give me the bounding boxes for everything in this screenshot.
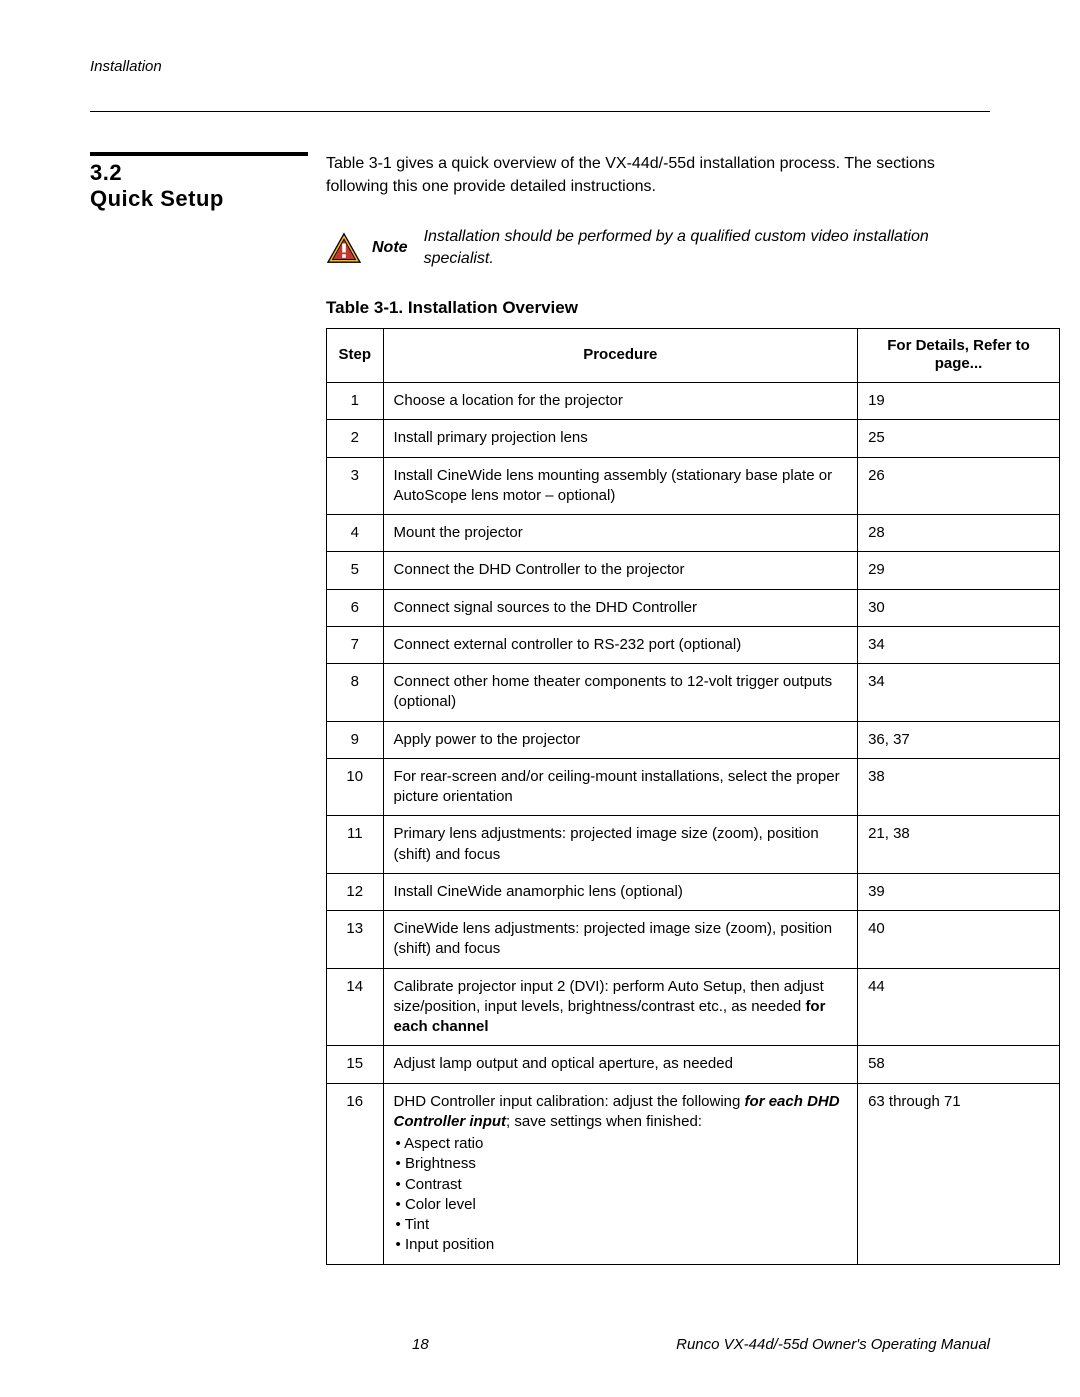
installation-table: Step Procedure For Details, Refer to pag… — [326, 328, 1060, 1265]
step-cell: 16 — [327, 1083, 384, 1264]
procedure-cell: Install CineWide anamorphic lens (option… — [383, 873, 858, 910]
footer-title: Runco VX-44d/-55d Owner's Operating Manu… — [676, 1336, 990, 1353]
procedure-cell: Choose a location for the projector — [383, 383, 858, 420]
procedure-cell: Connect signal sources to the DHD Contro… — [383, 589, 858, 626]
page-cell: 28 — [858, 515, 1060, 552]
step-cell: 10 — [327, 758, 384, 816]
step-cell: 1 — [327, 383, 384, 420]
page-cell: 34 — [858, 664, 1060, 722]
running-header: Installation — [90, 58, 990, 75]
step-cell: 15 — [327, 1046, 384, 1083]
step-cell: 14 — [327, 968, 384, 1046]
table-row: 5Connect the DHD Controller to the proje… — [327, 552, 1060, 589]
step-cell: 4 — [327, 515, 384, 552]
step-cell: 11 — [327, 816, 384, 874]
table-row: 10For rear-screen and/or ceiling-mount i… — [327, 758, 1060, 816]
page-cell: 38 — [858, 758, 1060, 816]
table-row: 1Choose a location for the projector19 — [327, 383, 1060, 420]
header-rule — [90, 111, 990, 112]
step-cell: 8 — [327, 664, 384, 722]
procedure-cell: Adjust lamp output and optical aperture,… — [383, 1046, 858, 1083]
page-cell: 21, 38 — [858, 816, 1060, 874]
table-row: 6Connect signal sources to the DHD Contr… — [327, 589, 1060, 626]
table-row: 3Install CineWide lens mounting assembly… — [327, 457, 1060, 515]
table-row: 7Connect external controller to RS-232 p… — [327, 626, 1060, 663]
step-cell: 13 — [327, 911, 384, 969]
procedure-cell: DHD Controller input calibration: adjust… — [383, 1083, 858, 1264]
step-cell: 2 — [327, 420, 384, 457]
intro-paragraph: Table 3-1 gives a quick overview of the … — [326, 152, 990, 198]
step-cell: 7 — [327, 626, 384, 663]
page-cell: 29 — [858, 552, 1060, 589]
page-cell: 25 — [858, 420, 1060, 457]
page-cell: 58 — [858, 1046, 1060, 1083]
table-row: 14Calibrate projector input 2 (DVI): per… — [327, 968, 1060, 1046]
note-label: Note — [372, 239, 408, 257]
page-cell: 30 — [858, 589, 1060, 626]
page-cell: 19 — [858, 383, 1060, 420]
page-cell: 36, 37 — [858, 721, 1060, 758]
note-text: Installation should be performed by a qu… — [424, 226, 990, 269]
page-cell: 40 — [858, 911, 1060, 969]
table-row: 15Adjust lamp output and optical apertur… — [327, 1046, 1060, 1083]
procedure-cell: Connect other home theater components to… — [383, 664, 858, 722]
table-row: 11Primary lens adjustments: projected im… — [327, 816, 1060, 874]
step-cell: 9 — [327, 721, 384, 758]
table-row: 16DHD Controller input calibration: adju… — [327, 1083, 1060, 1264]
procedure-cell: Install primary projection lens — [383, 420, 858, 457]
th-step: Step — [327, 328, 384, 383]
procedure-cell: Primary lens adjustments: projected imag… — [383, 816, 858, 874]
page-cell: 26 — [858, 457, 1060, 515]
page-cell: 34 — [858, 626, 1060, 663]
table-row: 4Mount the projector28 — [327, 515, 1060, 552]
th-procedure: Procedure — [383, 328, 858, 383]
table-row: 13CineWide lens adjustments: projected i… — [327, 911, 1060, 969]
procedure-cell: Calibrate projector input 2 (DVI): perfo… — [383, 968, 858, 1046]
section-number: 3.2 — [90, 160, 308, 186]
page-footer: 18 Runco VX-44d/-55d Owner's Operating M… — [90, 1336, 990, 1353]
table-row: 9Apply power to the projector36, 37 — [327, 721, 1060, 758]
note-block: Note Installation should be performed by… — [326, 226, 990, 269]
procedure-cell: Apply power to the projector — [383, 721, 858, 758]
procedure-cell: CineWide lens adjustments: projected ima… — [383, 911, 858, 969]
page-number: 18 — [412, 1336, 429, 1353]
table-caption: Table 3-1. Installation Overview — [326, 298, 990, 318]
table-row: 12Install CineWide anamorphic lens (opti… — [327, 873, 1060, 910]
th-page: For Details, Refer to page... — [858, 328, 1060, 383]
page-cell: 44 — [858, 968, 1060, 1046]
table-row: 2Install primary projection lens25 — [327, 420, 1060, 457]
section-rule — [90, 152, 308, 156]
table-row: 8Connect other home theater components t… — [327, 664, 1060, 722]
section-title: Quick Setup — [90, 186, 308, 212]
page-cell: 63 through 71 — [858, 1083, 1060, 1264]
page-cell: 39 — [858, 873, 1060, 910]
procedure-cell: Install CineWide lens mounting assembly … — [383, 457, 858, 515]
procedure-cell: Connect the DHD Controller to the projec… — [383, 552, 858, 589]
procedure-cell: Mount the projector — [383, 515, 858, 552]
step-cell: 5 — [327, 552, 384, 589]
step-cell: 6 — [327, 589, 384, 626]
step-cell: 3 — [327, 457, 384, 515]
warning-icon — [326, 232, 362, 264]
step-cell: 12 — [327, 873, 384, 910]
procedure-cell: For rear-screen and/or ceiling-mount ins… — [383, 758, 858, 816]
procedure-cell: Connect external controller to RS-232 po… — [383, 626, 858, 663]
